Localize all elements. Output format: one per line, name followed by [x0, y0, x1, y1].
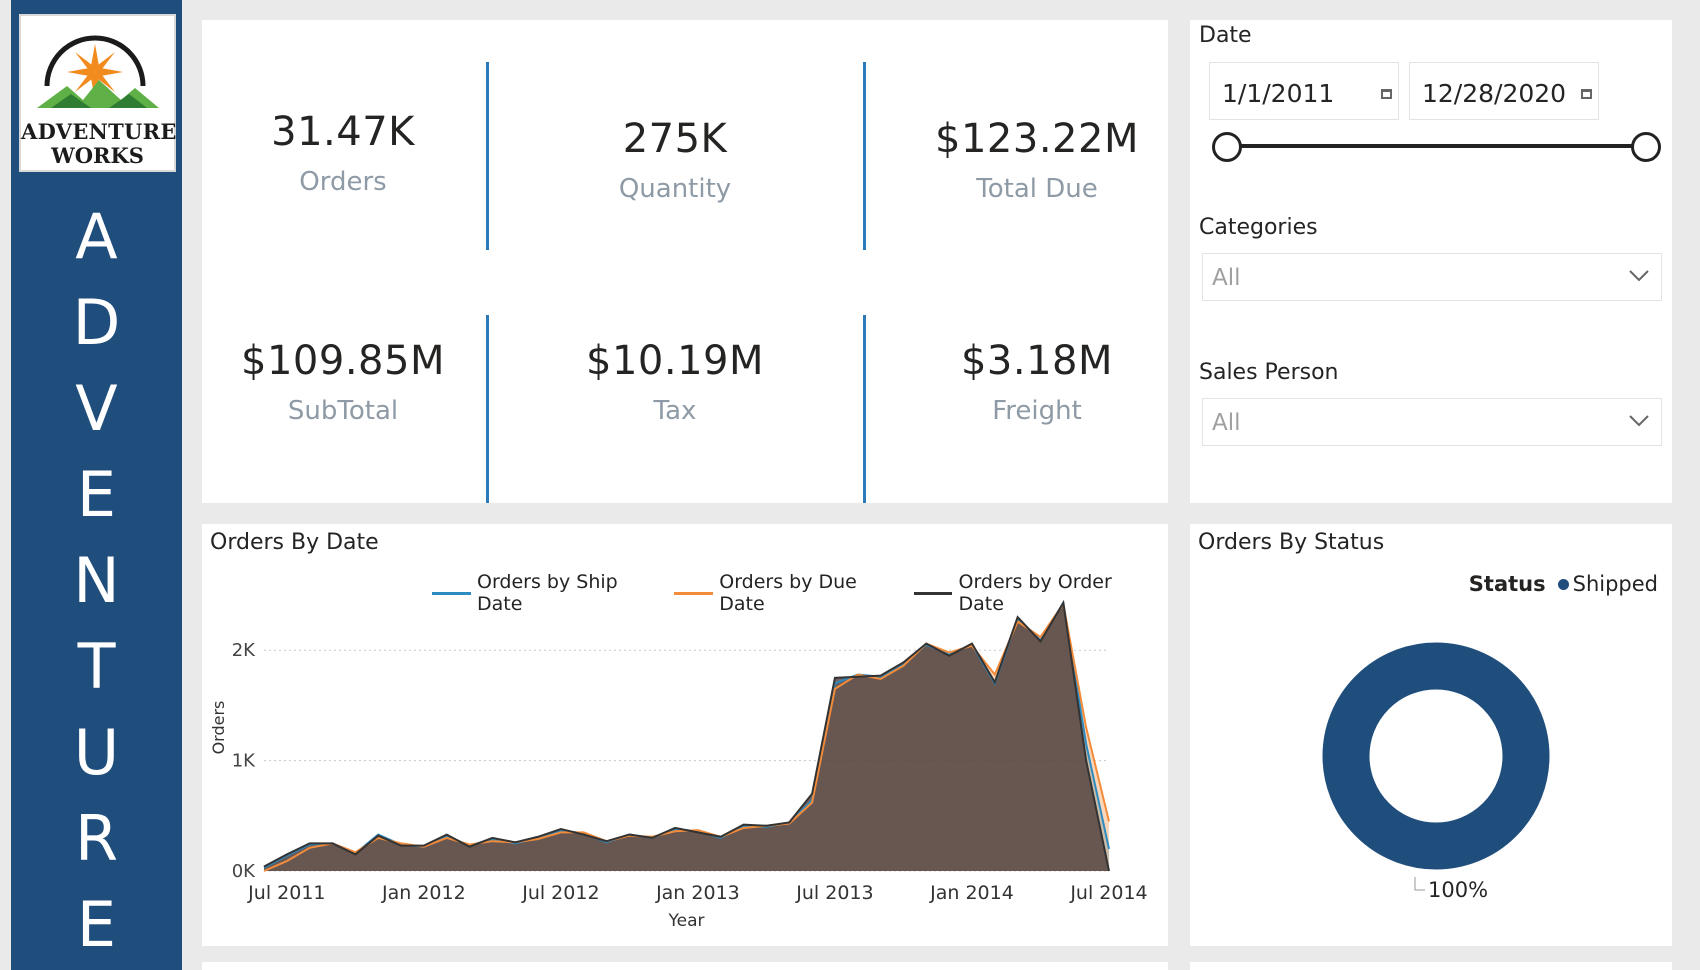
end-date-input[interactable]: 12/28/2020	[1409, 62, 1599, 120]
start-date-input[interactable]: 1/1/2011	[1209, 62, 1399, 120]
legend-label: Orders by Order Date	[958, 571, 1112, 615]
kpi-label: Total Due	[976, 174, 1098, 204]
donut-data-label: 100%	[1428, 878, 1488, 902]
vertical-title-letter: D	[72, 286, 121, 359]
vertical-title-letter: E	[76, 458, 117, 531]
chart-legend: Orders by Ship Date Orders by Due Date O…	[432, 571, 1168, 615]
categories-selected-value: All	[1212, 265, 1241, 291]
vertical-title-letter: N	[73, 544, 120, 617]
x-tick-label: Jan 2013	[655, 882, 740, 904]
kpi-divider	[863, 62, 866, 250]
y-tick-label: 1K	[232, 751, 256, 772]
y-tick-label: 0K	[232, 861, 256, 882]
kpi-value: $3.18M	[960, 338, 1114, 384]
legend-title: Status	[1468, 572, 1546, 596]
kpi-card-total-due[interactable]: $123.22M Total Due	[887, 116, 1187, 204]
vertical-title-letter: R	[74, 802, 119, 875]
x-tick-label: Jan 2012	[381, 882, 466, 904]
end-date-value: 12/28/2020	[1422, 79, 1567, 108]
status-legend: Status Shipped	[1469, 572, 1658, 596]
donut-slice	[1322, 642, 1550, 870]
x-tick-label: Jul 2013	[795, 882, 873, 904]
date-slider-end-handle[interactable]	[1631, 132, 1661, 162]
kpi-card-freight[interactable]: $3.18M Freight	[887, 338, 1187, 426]
kpi-label: Orders	[299, 167, 387, 197]
sales-person-selected-value: All	[1212, 410, 1241, 436]
legend-label: Orders by Due Date	[719, 571, 857, 615]
status-donut-svg: 100%	[1322, 642, 1550, 902]
sidebar: ADVENTURE WORKS A D V E N T U R E	[11, 0, 182, 970]
kpi-value: 275K	[622, 116, 728, 162]
legend-item-due-date[interactable]: Orders by Due Date	[674, 571, 903, 615]
vertical-title-letter: E	[76, 888, 117, 961]
x-axis-label: Year	[668, 911, 705, 931]
sales-person-filter-title: Sales Person	[1199, 360, 1339, 385]
orders-by-status-chart[interactable]: Orders By Status Status Shipped 100%	[1190, 524, 1672, 946]
start-date-value: 1/1/2011	[1222, 79, 1335, 108]
adventure-works-logo: ADVENTURE WORKS	[19, 14, 176, 172]
vertical-title-letter: V	[75, 372, 118, 445]
bottom-left-panel	[202, 962, 1168, 970]
vertical-title-letter: U	[73, 716, 120, 789]
data-label-leader	[1414, 877, 1425, 891]
legend-item-order-date[interactable]: Orders by Order Date	[913, 571, 1159, 615]
kpi-value: 31.47K	[271, 109, 415, 155]
x-tick-label: Jul 2011	[247, 882, 325, 904]
legend-label: Orders by Ship Date	[476, 571, 618, 615]
chevron-down-icon	[1629, 270, 1649, 282]
date-filter-title: Date	[1199, 23, 1252, 48]
kpi-card-subtotal[interactable]: $109.85M SubTotal	[193, 338, 493, 426]
kpi-value: $10.19M	[586, 338, 764, 384]
kpi-divider	[486, 315, 489, 503]
y-axis-label: Orders	[209, 701, 228, 755]
kpi-divider	[486, 62, 489, 250]
x-tick-label: Jul 2014	[1069, 882, 1147, 904]
kpi-label: Freight	[992, 396, 1082, 426]
kpi-value: $123.22M	[935, 116, 1139, 162]
series-line	[263, 599, 1110, 872]
orders-area-chart-svg: 0K 1K 2K Orders Jul 2011 Jan 2012 Jul 2012 Jan …	[209, 599, 1148, 931]
logo-text-line1: ADVENTURE	[21, 119, 177, 144]
x-tick-label: Jul 2012	[521, 882, 599, 904]
legend-item-ship-date[interactable]: Orders by Ship Date	[432, 571, 664, 615]
legend-label[interactable]: Shipped	[1572, 572, 1658, 596]
legend-swatch	[432, 591, 471, 595]
kpi-card-tax[interactable]: $10.19M Tax	[525, 338, 825, 426]
legend-swatch	[1557, 578, 1569, 590]
calendar-icon[interactable]	[1381, 89, 1392, 99]
kpi-label: Quantity	[618, 174, 732, 204]
sales-person-dropdown[interactable]: All	[1202, 398, 1662, 446]
kpi-card-orders[interactable]: 31.47K Orders	[193, 109, 493, 197]
filter-panel: Date 1/1/2011 12/28/2020 Categories All …	[1190, 20, 1672, 503]
kpi-panel: 31.47K Orders 275K Quantity $123.22M Tot…	[202, 20, 1168, 503]
date-slider-start-handle[interactable]	[1212, 132, 1242, 162]
bottom-right-panel	[1190, 962, 1672, 970]
vertical-title-letter: T	[77, 630, 116, 703]
chevron-down-icon	[1629, 415, 1649, 427]
date-range-slider[interactable]	[1225, 144, 1643, 148]
y-tick-label: 2K	[232, 640, 256, 661]
logo-text-line2: WORKS	[51, 143, 144, 168]
kpi-card-quantity[interactable]: 275K Quantity	[525, 116, 825, 204]
chart-title: Orders By Status	[1198, 530, 1385, 555]
legend-swatch	[913, 591, 953, 595]
categories-dropdown[interactable]: All	[1202, 253, 1662, 301]
orders-by-date-chart[interactable]: Orders By Date Orders by Ship Date Order…	[202, 524, 1168, 946]
calendar-icon[interactable]	[1581, 89, 1592, 99]
x-tick-label: Jan 2014	[929, 882, 1014, 904]
kpi-label: Tax	[653, 396, 697, 426]
legend-swatch	[674, 591, 714, 595]
kpi-label: SubTotal	[287, 396, 399, 426]
categories-filter-title: Categories	[1199, 215, 1318, 240]
kpi-value: $109.85M	[241, 338, 445, 384]
vertical-title-letter: A	[75, 200, 118, 273]
kpi-divider	[863, 315, 866, 503]
chart-title: Orders By Date	[210, 530, 379, 555]
